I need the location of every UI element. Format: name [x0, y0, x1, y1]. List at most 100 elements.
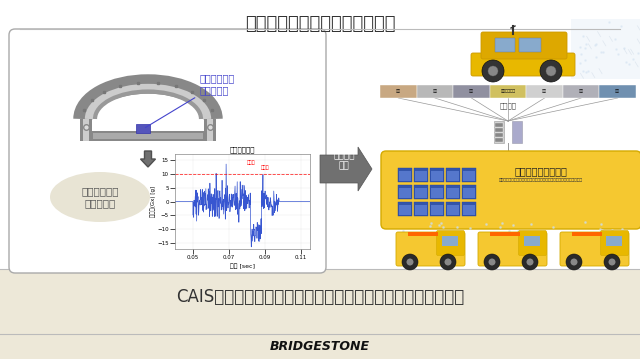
Bar [495, 133, 503, 137]
Bar [563, 85, 600, 98]
Bar [446, 168, 460, 182]
Bar [93, 133, 203, 139]
FancyBboxPatch shape [518, 230, 547, 256]
Polygon shape [320, 147, 372, 191]
Bar [398, 168, 412, 182]
Text: 路面情報: 路面情報 [499, 102, 516, 109]
Bar [415, 205, 427, 215]
Bar [380, 85, 417, 98]
Bar [399, 171, 411, 181]
Text: シャーベット: シャーベット [500, 89, 515, 93]
Bar [430, 185, 444, 199]
Circle shape [440, 254, 456, 270]
Bar [430, 202, 444, 216]
Text: 積雪: 積雪 [542, 89, 547, 93]
Bar [606, 236, 622, 246]
Bar [398, 185, 412, 199]
Text: 湿潤: 湿潤 [469, 89, 474, 93]
Text: 加速度センサ
（周方向）: 加速度センサ （周方向） [145, 73, 236, 127]
Ellipse shape [50, 172, 150, 222]
Bar [430, 168, 444, 182]
Bar [571, 19, 640, 79]
Bar [494, 121, 504, 143]
Bar [408, 232, 438, 236]
Bar [572, 232, 602, 236]
Text: 振幅小: 振幅小 [260, 165, 269, 171]
Bar [442, 236, 458, 246]
FancyBboxPatch shape [471, 53, 575, 76]
Bar [495, 123, 503, 127]
Bar [431, 188, 443, 198]
Y-axis label: 加速度(Gx) [g]: 加速度(Gx) [g] [150, 186, 156, 217]
Bar [446, 202, 460, 216]
Bar [415, 188, 427, 198]
Bar [207, 119, 213, 141]
FancyBboxPatch shape [560, 232, 629, 266]
Bar [0, 269, 640, 359]
Circle shape [484, 254, 500, 270]
Circle shape [488, 258, 495, 266]
Bar [415, 171, 427, 181]
FancyBboxPatch shape [478, 232, 547, 266]
FancyArrow shape [141, 151, 156, 167]
Bar [453, 85, 490, 98]
Circle shape [566, 254, 582, 270]
Circle shape [527, 258, 534, 266]
Bar [495, 38, 515, 52]
Bar [414, 202, 428, 216]
Bar [414, 168, 428, 182]
Circle shape [445, 258, 451, 266]
Text: 高速道路管理事務所: 高速道路管理事務所 [515, 166, 568, 176]
Text: 接地面付近の
加速度情報: 接地面付近の 加速度情報 [81, 186, 119, 208]
Bar [462, 185, 476, 199]
Circle shape [546, 66, 556, 76]
FancyBboxPatch shape [481, 32, 567, 59]
Bar [399, 188, 411, 198]
Bar [446, 185, 460, 199]
Bar [463, 205, 475, 215]
Circle shape [482, 60, 504, 82]
Bar [462, 202, 476, 216]
Text: 路面状態
判定: 路面状態 判定 [333, 151, 355, 171]
Bar [512, 121, 522, 143]
Bar [204, 119, 216, 141]
Circle shape [406, 258, 413, 266]
FancyBboxPatch shape [436, 230, 465, 256]
Bar [431, 205, 443, 215]
Bar [447, 188, 459, 198]
Text: 半湿: 半湿 [433, 89, 437, 93]
Text: CAIS搭載 積雪道路車: CAIS搭載 積雪道路車 [482, 31, 534, 40]
Text: 凍結: 凍結 [615, 89, 620, 93]
FancyBboxPatch shape [9, 29, 326, 273]
Circle shape [522, 254, 538, 270]
Bar [495, 138, 503, 142]
Text: BRIDGESTONE: BRIDGESTONE [270, 340, 370, 353]
Circle shape [402, 254, 418, 270]
Bar [414, 185, 428, 199]
Title: 氷路の波形例: 氷路の波形例 [230, 146, 255, 153]
Circle shape [488, 66, 498, 76]
Bar [519, 38, 541, 52]
Bar [80, 119, 92, 141]
Bar [417, 85, 453, 98]
Text: 举燥: 举燥 [396, 89, 401, 93]
Circle shape [540, 60, 562, 82]
Text: リアルタイムに除雪・凍結防止対策所の最善を判断し冬季対策作業実施: リアルタイムに除雪・凍結防止対策所の最善を判断し冬季対策作業実施 [499, 178, 583, 182]
Circle shape [609, 258, 616, 266]
Text: CAISで判別された路面状態を基に、道路管理作業を実施する: CAISで判別された路面状態を基に、道路管理作業を実施する [176, 288, 464, 306]
FancyBboxPatch shape [381, 151, 640, 229]
Text: 圧雪: 圧雪 [579, 89, 584, 93]
Text: 振幅大: 振幅大 [246, 160, 255, 165]
Bar [462, 168, 476, 182]
Bar [431, 171, 443, 181]
Text: 冬季道路管理の最適化への適用: 冬季道路管理の最適化への適用 [244, 15, 396, 33]
Bar [399, 205, 411, 215]
Bar [600, 85, 636, 98]
FancyBboxPatch shape [600, 230, 628, 256]
Bar [447, 171, 459, 181]
Bar [490, 232, 520, 236]
Bar [524, 236, 540, 246]
Bar [136, 124, 150, 133]
Circle shape [604, 254, 620, 270]
Circle shape [570, 258, 577, 266]
